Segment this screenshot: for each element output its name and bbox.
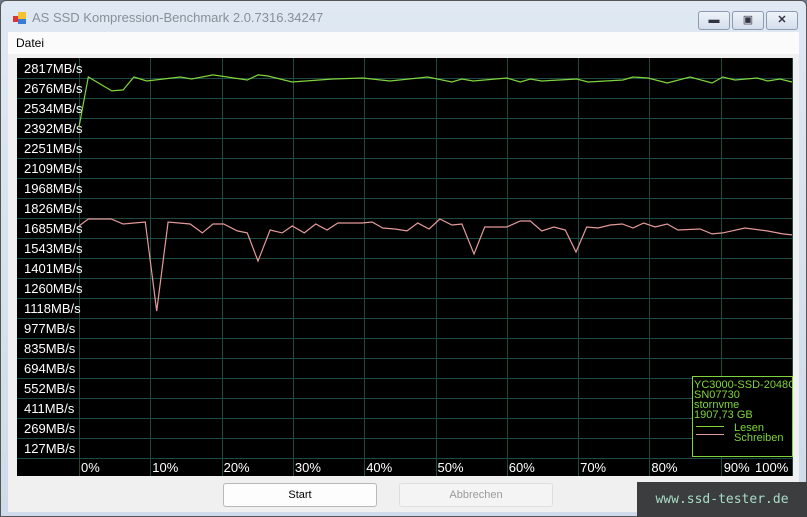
y-tick-label: 1543MB/s bbox=[24, 241, 83, 256]
x-tick-label: 20% bbox=[224, 460, 250, 475]
y-tick-label: 2109MB/s bbox=[24, 161, 83, 176]
x-tick-label: 80% bbox=[651, 460, 677, 475]
x-tick-label: 40% bbox=[366, 460, 392, 475]
maximize-icon: ▣ bbox=[742, 14, 754, 26]
minimize-button[interactable]: ▬ bbox=[698, 11, 730, 30]
legend-firmware: SN07730 bbox=[694, 389, 740, 401]
legend-read-label: Lesen bbox=[734, 422, 764, 434]
y-tick-label: 269MB/s bbox=[24, 421, 76, 436]
y-tick-label: 127MB/s bbox=[24, 441, 76, 456]
app-icon bbox=[13, 12, 27, 24]
chart-background bbox=[17, 58, 793, 476]
legend-capacity: 1907,73 GB bbox=[694, 409, 753, 421]
window-title: AS SSD Kompression-Benchmark 2.0.7316.34… bbox=[32, 10, 324, 25]
y-tick-label: 2251MB/s bbox=[24, 141, 83, 156]
y-tick-label: 694MB/s bbox=[24, 361, 76, 376]
x-axis-labels: 0% 10% 20% 30% 40% 50% 60% 70% 80% 90% 100% bbox=[81, 460, 789, 475]
start-button[interactable]: Start bbox=[223, 483, 377, 507]
menu-datei[interactable]: Datei bbox=[16, 36, 45, 50]
close-button[interactable]: ✕ bbox=[766, 11, 798, 30]
series-line-lesen bbox=[78, 74, 793, 128]
y-tick-label: 2534MB/s bbox=[24, 101, 83, 116]
maximize-button[interactable]: ▣ bbox=[732, 11, 764, 30]
series-line-schreiben bbox=[78, 218, 793, 312]
x-tick-label: 60% bbox=[509, 460, 535, 475]
y-tick-label: 977MB/s bbox=[24, 321, 76, 336]
x-tick-label: 30% bbox=[295, 460, 321, 475]
title-bar: AS SSD Kompression-Benchmark 2.0.7316.34… bbox=[1, 1, 806, 32]
chart-series bbox=[78, 74, 793, 312]
y-axis-labels: 2817MB/s 2676MB/s 2534MB/s 2392MB/s 2251MB/s… bbox=[24, 61, 83, 456]
y-tick-label: 2817MB/s bbox=[24, 61, 83, 76]
x-tick-label: 100% bbox=[755, 460, 789, 475]
legend-box bbox=[692, 376, 793, 457]
x-tick-label: 50% bbox=[438, 460, 464, 475]
y-tick-label: 2676MB/s bbox=[24, 81, 83, 96]
legend-drive-model: YC3000-SSD-2048G bbox=[694, 379, 793, 391]
y-tick-label: 1401MB/s bbox=[24, 261, 83, 276]
y-tick-label: 552MB/s bbox=[24, 381, 76, 396]
y-tick-label: 1118MB/s bbox=[24, 301, 81, 316]
legend-write-label: Schreiben bbox=[734, 432, 784, 444]
minimize-icon: ▬ bbox=[708, 14, 720, 26]
x-tick-label: 90% bbox=[724, 460, 750, 475]
y-tick-label: 835MB/s bbox=[24, 341, 76, 356]
y-tick-label: 2392MB/s bbox=[24, 121, 83, 136]
y-tick-label: 1968MB/s bbox=[24, 181, 83, 196]
legend-driver: stornvme bbox=[694, 399, 739, 411]
benchmark-chart: 2817MB/s 2676MB/s 2534MB/s 2392MB/s 2251MB/s… bbox=[17, 58, 793, 476]
menu-bar: Datei bbox=[8, 32, 799, 54]
legend: YC3000-SSD-2048G SN07730 stornvme 1907,7… bbox=[692, 376, 793, 457]
x-tick-label: 70% bbox=[580, 460, 606, 475]
y-tick-label: 411MB/s bbox=[24, 401, 75, 416]
cancel-button[interactable]: Abbrechen bbox=[399, 483, 553, 507]
x-tick-label: 0% bbox=[81, 460, 100, 475]
x-tick-label: 10% bbox=[152, 460, 178, 475]
y-tick-label: 1826MB/s bbox=[24, 201, 83, 216]
watermark: www.ssd-tester.de bbox=[637, 482, 807, 517]
close-icon: ✕ bbox=[777, 14, 787, 26]
y-tick-label: 1685MB/s bbox=[24, 221, 83, 236]
y-tick-label: 1260MB/s bbox=[24, 281, 83, 296]
